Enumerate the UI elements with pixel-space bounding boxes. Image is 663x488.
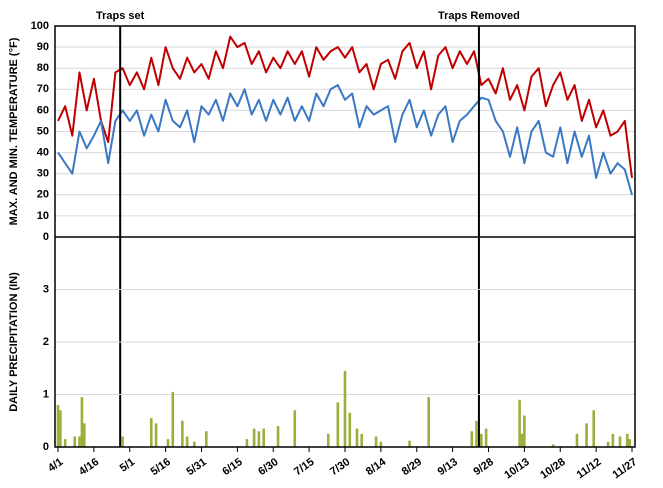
bar <box>78 436 81 447</box>
bar <box>585 423 588 447</box>
bar <box>171 391 175 447</box>
bar <box>374 436 378 447</box>
x-tick-label: 10/13 <box>502 456 531 482</box>
x-tick-label: 5/31 <box>184 456 208 478</box>
bar <box>518 399 521 447</box>
bar <box>480 433 483 447</box>
y-tick-label: 1 <box>43 388 49 400</box>
y-tick-label: 40 <box>37 147 49 159</box>
y-tick-label: 100 <box>31 20 49 32</box>
bar <box>484 428 488 447</box>
bar <box>628 439 631 447</box>
x-tick-label: 4/1 <box>46 456 65 475</box>
bar <box>56 405 60 447</box>
bar <box>348 412 352 447</box>
bar <box>355 428 359 447</box>
y-tick-label: 80 <box>37 62 49 74</box>
y-axis-label: MAX. AND MIN. TEMPERATURE (°F) <box>8 37 20 225</box>
annotation-label: Traps Removed <box>438 10 520 22</box>
bar <box>551 444 555 447</box>
temperature-line <box>57 35 633 179</box>
bar <box>625 433 629 447</box>
x-tick-label: 7/30 <box>328 456 352 478</box>
y-tick-label: 3 <box>43 283 49 295</box>
y-tick-label: 70 <box>37 83 49 95</box>
x-tick-label: 7/15 <box>292 456 316 478</box>
bar <box>293 410 297 447</box>
y-tick-label: 20 <box>37 189 49 201</box>
bar <box>343 370 347 447</box>
y-tick-label: 0 <box>43 441 49 453</box>
bar <box>121 436 124 447</box>
bar <box>336 402 340 447</box>
x-tick-label: 8/29 <box>400 456 424 478</box>
bar <box>193 441 196 447</box>
y-tick-label: 50 <box>37 125 49 137</box>
bar <box>59 410 62 447</box>
bar <box>80 397 84 447</box>
y-tick-label: 60 <box>37 104 49 116</box>
bar <box>185 436 189 447</box>
x-tick-label: 11/27 <box>610 456 639 481</box>
bar <box>181 420 184 447</box>
bar <box>276 426 280 447</box>
bar <box>262 428 265 447</box>
bar <box>427 397 431 447</box>
bar <box>523 415 526 447</box>
x-tick-label: 9/13 <box>436 456 460 478</box>
bar <box>575 433 579 447</box>
bar <box>149 418 153 447</box>
bar <box>245 439 249 447</box>
y-tick-label: 0 <box>43 231 49 243</box>
annotation-label: Traps set <box>96 10 145 22</box>
y-axis-label: DAILY PRECIPITATION (IN) <box>8 272 20 412</box>
bar <box>83 423 86 447</box>
temperature-line <box>57 84 633 196</box>
bar <box>408 440 411 447</box>
bar <box>73 436 77 447</box>
bar <box>520 433 524 447</box>
x-tick-label: 4/16 <box>77 456 101 478</box>
bar <box>475 420 478 447</box>
bar <box>252 428 256 447</box>
x-tick-label: 5/1 <box>118 456 137 475</box>
bar <box>360 433 364 447</box>
x-tick-label: 10/28 <box>538 456 567 482</box>
bar <box>592 410 596 447</box>
bar <box>618 436 622 447</box>
bar <box>470 431 474 447</box>
y-tick-label: 90 <box>37 41 49 53</box>
x-tick-label: 11/12 <box>575 456 604 481</box>
bar <box>63 439 67 447</box>
bar <box>611 433 615 447</box>
bar <box>204 431 208 447</box>
x-tick-label: 5/16 <box>149 456 173 478</box>
y-tick-label: 2 <box>43 336 49 348</box>
y-tick-label: 10 <box>37 210 49 222</box>
x-tick-label: 9/28 <box>471 456 495 478</box>
bar <box>379 441 383 447</box>
y-tick-label: 30 <box>37 168 49 180</box>
x-tick-label: 6/15 <box>220 456 244 478</box>
bar <box>154 423 158 447</box>
bar <box>606 441 610 447</box>
bar <box>166 439 170 447</box>
x-tick-label: 6/30 <box>256 456 280 478</box>
x-tick-label: 8/14 <box>364 456 389 479</box>
bar <box>257 431 261 447</box>
bar <box>326 433 330 447</box>
